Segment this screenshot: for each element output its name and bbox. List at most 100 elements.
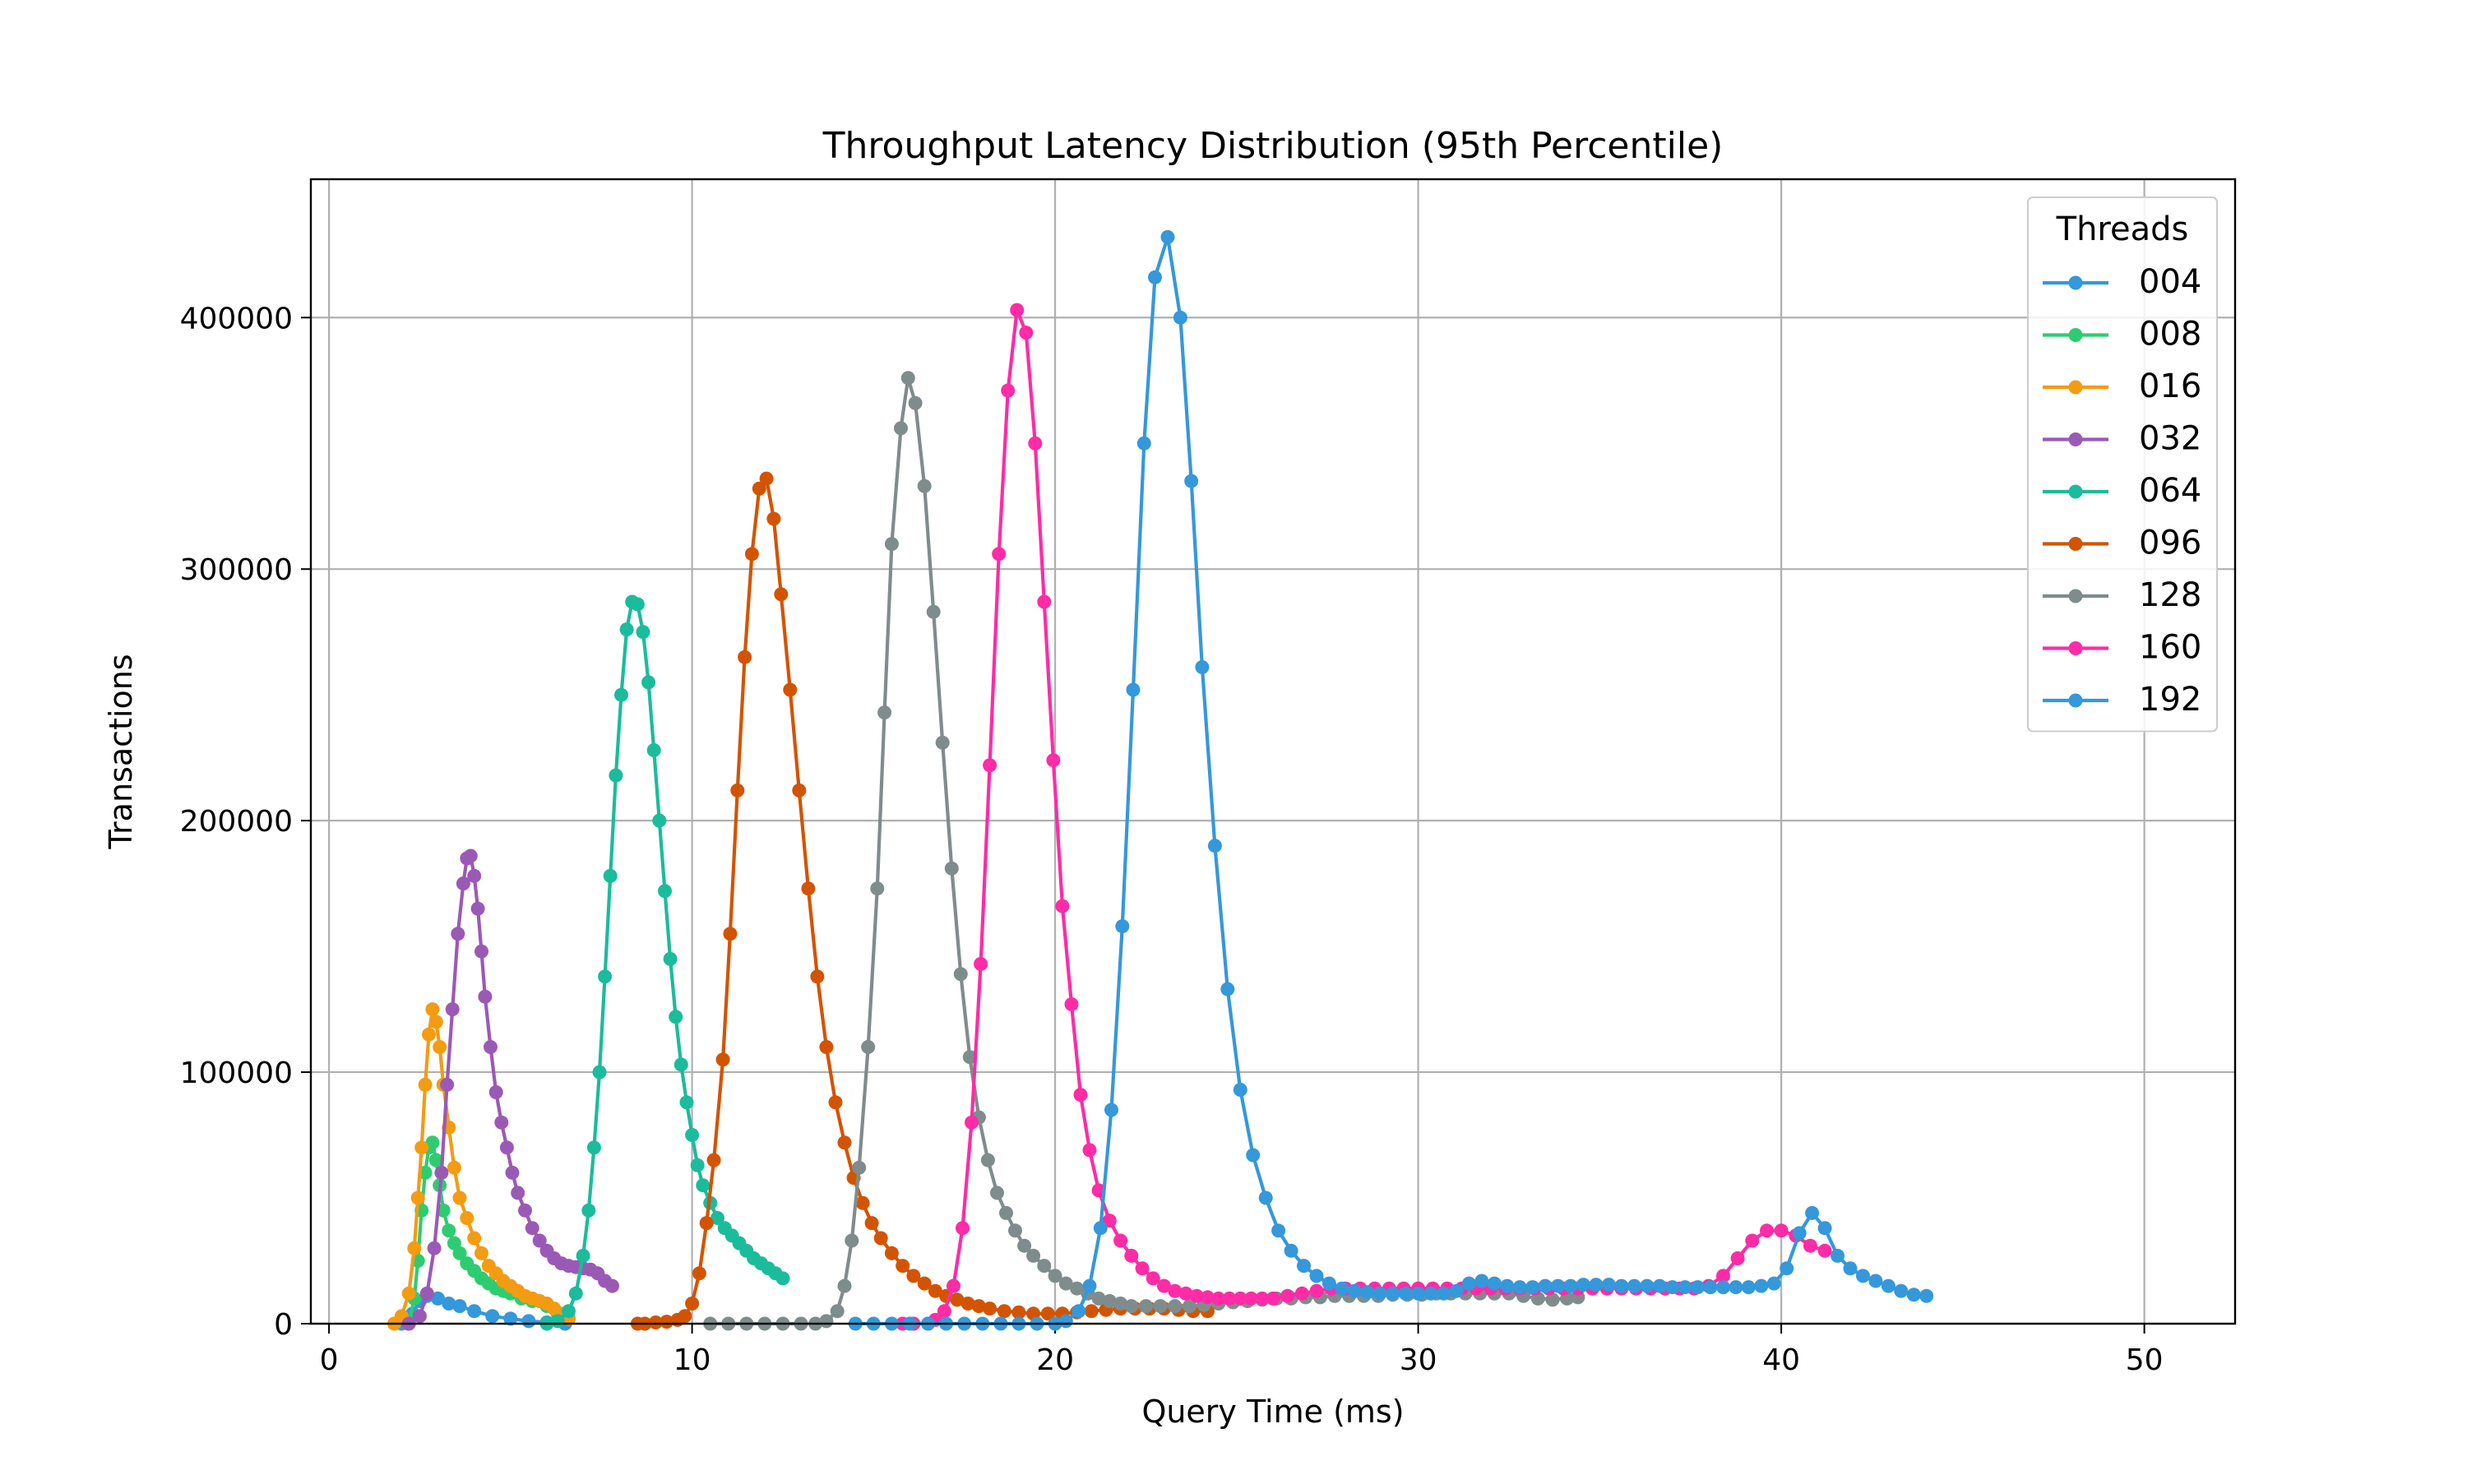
data-point [1258,1190,1273,1205]
data-point [433,1040,447,1054]
data-point [1255,1291,1270,1306]
data-point [1189,1288,1204,1303]
series-192 [848,229,1934,1331]
data-point [956,1221,970,1236]
data-point [1487,1276,1502,1291]
data-point [1817,1221,1832,1236]
data-point [1386,1286,1400,1301]
data-point [1716,1269,1730,1283]
data-point [568,1286,583,1301]
data-point [965,1115,979,1130]
data-point [953,967,968,982]
data-point [1082,1143,1097,1158]
data-point [427,1241,442,1255]
data-point [1919,1288,1934,1303]
data-point [451,927,465,941]
data-point [478,989,493,1004]
data-point [484,1040,498,1054]
data-point [1048,1269,1062,1283]
data-point [1665,1280,1680,1295]
data-point [962,1050,977,1065]
data-point [870,881,885,896]
data-point [1906,1288,1921,1302]
data-point [983,758,997,773]
data-point [658,884,672,899]
legend-label: 008 [2139,316,2201,354]
data-point [1347,1283,1362,1298]
data-point [1601,1278,1616,1292]
data-point [660,1315,674,1329]
data-point [1102,1294,1117,1308]
data-point [999,1205,1013,1220]
data-point [1211,1291,1226,1306]
data-point [1084,1304,1099,1319]
data-point [884,537,899,552]
data-point [917,478,932,493]
data-point [1148,270,1162,284]
data-point [1563,1278,1578,1293]
data-point [864,1216,879,1231]
legend-item-004: 004 [2043,263,2201,301]
data-point [775,1271,790,1286]
legend-item-096: 096 [2043,525,2201,562]
legend-label: 096 [2139,525,2201,562]
data-point [1058,1314,1073,1329]
data-point [1411,1286,1426,1301]
data-point [1037,1259,1052,1274]
data-point [1817,1243,1832,1258]
data-point [944,861,959,876]
data-point [685,1297,700,1311]
data-point [1157,1278,1171,1293]
data-point [1168,1299,1183,1314]
data-point [425,1135,440,1150]
data-point [673,1057,688,1072]
data-point [1589,1278,1604,1292]
data-point [1195,660,1210,674]
data-point [442,1223,456,1238]
data-point [663,951,678,966]
data-point [1372,1286,1387,1301]
legend-label: 004 [2139,263,2201,301]
data-point [1280,1288,1295,1303]
data-point [1233,1083,1247,1097]
data-point [1070,1281,1085,1296]
data-point [1545,1292,1560,1307]
data-point [900,371,915,386]
data-point [928,1283,942,1298]
data-point [414,1140,429,1155]
data-point [730,783,745,797]
data-point [447,1160,461,1175]
data-point [894,421,908,436]
data-point [503,1311,518,1326]
data-point [744,547,759,562]
data-point [1124,1299,1139,1314]
data-point [873,1231,888,1246]
data-point [1271,1223,1286,1238]
data-point [1037,594,1052,609]
data-point [442,1297,456,1311]
data-point [550,1314,565,1329]
data-point [425,1002,440,1017]
data-point [1576,1278,1590,1292]
data-point [819,1314,834,1329]
data-point [1207,839,1222,853]
data-point [837,1135,852,1150]
y-tick-label: 400000 [180,302,293,335]
data-point [1233,1291,1247,1306]
data-point [974,957,988,971]
data-point [505,1165,520,1180]
data-point [801,881,816,896]
data-point [1126,682,1141,697]
data-point [766,511,781,526]
data-point [845,1233,859,1248]
data-point [960,1297,975,1311]
data-point [723,927,738,941]
data-point [1868,1274,1883,1288]
data-point [690,1158,705,1172]
data-point [1173,310,1187,325]
data-point [1803,1238,1817,1253]
data-point [431,1291,445,1306]
legend-label: 160 [2139,629,2201,667]
data-point [452,1299,467,1314]
data-point [499,1140,514,1155]
